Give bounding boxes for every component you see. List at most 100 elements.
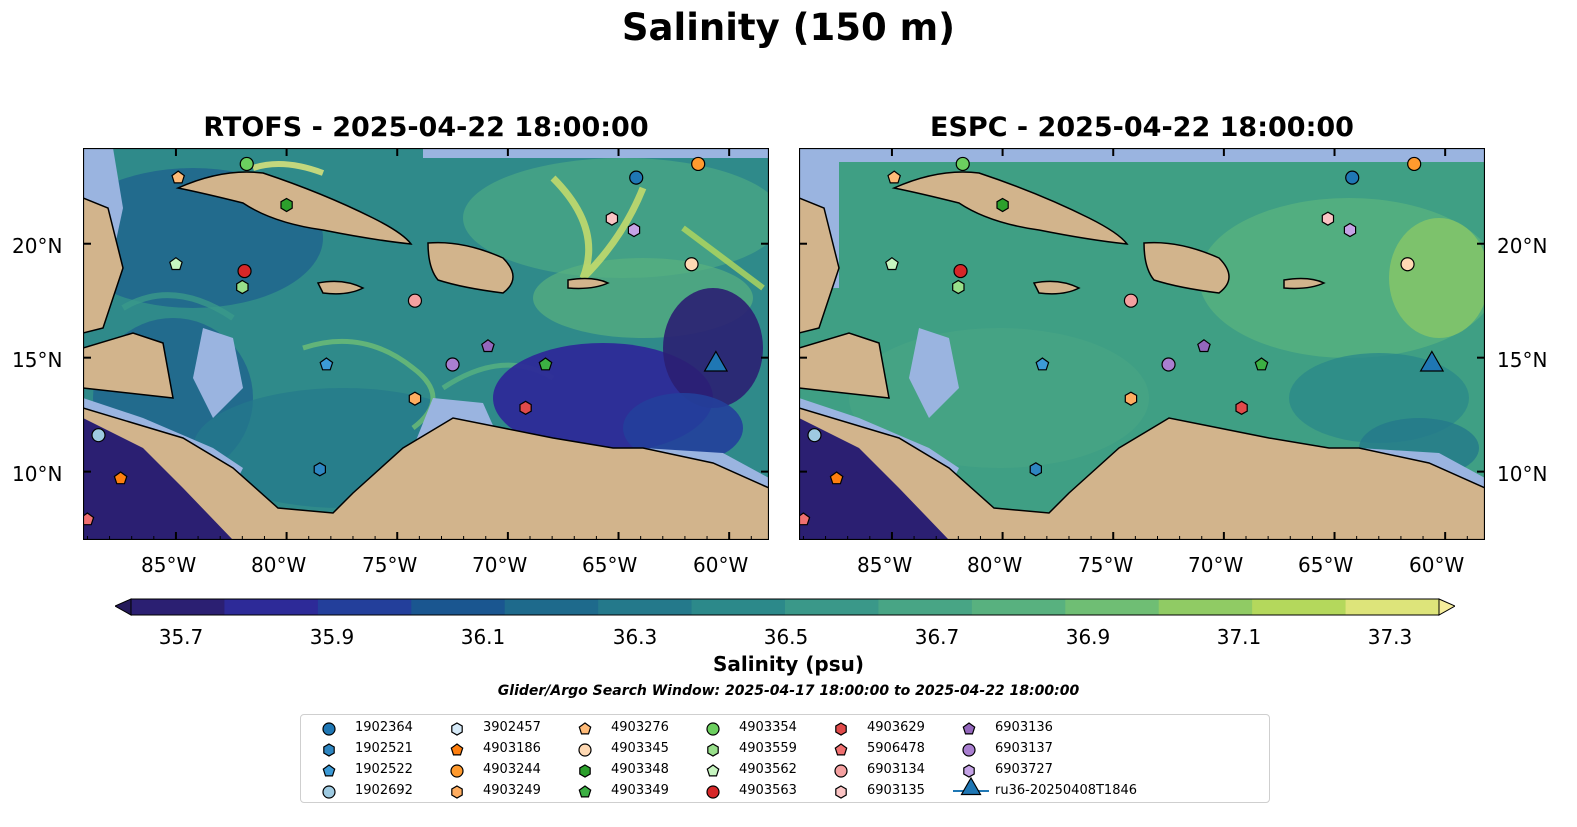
legend-marker-pentagon — [322, 764, 336, 777]
rtofs-float-4903244[interactable] — [691, 156, 706, 172]
espc-float-1902364[interactable] — [1345, 170, 1360, 185]
rtofs-float-4903629[interactable] — [519, 400, 532, 415]
colorbar-segment — [411, 599, 506, 615]
colorbar-tick-35-7: 35.7 — [158, 625, 204, 649]
colorbar-segment — [1065, 599, 1160, 615]
rtofs-float-4903345[interactable] — [684, 257, 699, 272]
espc-float-1902522[interactable] — [1035, 357, 1050, 371]
rtofs-salinity-map[interactable] — [83, 148, 769, 540]
lon-label-70w-left: 70°W — [472, 553, 528, 577]
rtofs-float-6903134[interactable] — [407, 293, 423, 308]
rtofs-float-4903349[interactable] — [538, 357, 553, 371]
espc-float-1902692[interactable] — [807, 428, 822, 443]
rtofs-float-6903136[interactable] — [481, 339, 495, 353]
rtofs-float-4903354[interactable] — [239, 156, 254, 172]
colorbar-tick-36-1: 36.1 — [460, 625, 506, 649]
espc-float-4903345[interactable] — [1400, 257, 1415, 272]
colorbar-segment — [1345, 599, 1440, 615]
espc-float-4903249[interactable] — [1124, 391, 1138, 406]
lon-label-85w-left: 85°W — [141, 553, 197, 577]
legend-label: 4903354 — [739, 720, 797, 735]
espc-land — [799, 171, 1485, 540]
espc-float-4903349[interactable] — [1254, 357, 1269, 371]
legend-label: 1902521 — [355, 741, 413, 756]
colorbar-label: Salinity (psu) — [712, 652, 864, 676]
legend-marker-circle — [322, 785, 336, 799]
rtofs-float-6903137[interactable] — [445, 357, 460, 372]
lon-label-65w-left: 65°W — [582, 553, 638, 577]
espc-float-4903629[interactable] — [1235, 400, 1248, 415]
lat-label-10n-right: 10°N — [1497, 462, 1548, 486]
espc-float-5906478[interactable] — [799, 512, 811, 526]
legend-marker-hexagon — [579, 764, 591, 778]
legend-label: 1902692 — [355, 783, 413, 798]
legend-label: 6903134 — [867, 762, 925, 777]
rtofs-float-6903135[interactable] — [605, 211, 619, 226]
legend-label: ru36-20250408T1846 — [995, 783, 1138, 798]
colorbar-tick-36-9: 36.9 — [1065, 625, 1111, 649]
espc-float-1902521[interactable] — [1029, 462, 1042, 477]
espc-float-4903348[interactable] — [996, 197, 1009, 213]
espc-float-6903137[interactable] — [1161, 357, 1176, 372]
rtofs-float-4903562[interactable] — [169, 256, 183, 271]
espc-float-6903136[interactable] — [1197, 339, 1211, 353]
colorbar-tick-37-1: 37.1 — [1216, 625, 1262, 649]
rtofs-float-1902522[interactable] — [319, 357, 334, 371]
lon-label-80w-right: 80°W — [967, 553, 1023, 577]
espc-float-6903727[interactable] — [1343, 222, 1357, 238]
rtofs-pacific-ocean — [83, 418, 233, 540]
colorbar-segment — [691, 599, 786, 615]
rtofs-float-1902364[interactable] — [629, 170, 644, 185]
rtofs-float-1902692[interactable] — [91, 428, 106, 443]
espc-float-4903354[interactable] — [955, 156, 970, 172]
rtofs-float-4903186[interactable] — [113, 471, 128, 485]
rtofs-float-4903348[interactable] — [280, 197, 293, 213]
rtofs-float-4903276[interactable] — [171, 170, 186, 184]
espc-float-6903134[interactable] — [1123, 293, 1139, 308]
espc-float-4903276[interactable] — [887, 170, 902, 184]
colorbar-segment — [131, 599, 225, 615]
legend-marker-hexagon — [835, 785, 847, 799]
espc-float-markers[interactable] — [799, 156, 1485, 526]
espc-float-4903562[interactable] — [885, 256, 899, 271]
colorbar-tick-35-9: 35.9 — [309, 625, 355, 649]
legend-label: 4903563 — [739, 783, 797, 798]
rtofs-float-4903249[interactable] — [408, 391, 422, 406]
legend-label: 4903629 — [867, 720, 925, 735]
espc-float-4903563[interactable] — [953, 263, 968, 279]
rtofs-float-markers[interactable] — [83, 156, 769, 526]
lat-label-20n-left: 20°N — [12, 234, 63, 258]
espc-map-frame — [799, 148, 1485, 540]
rtofs-float-4903563[interactable] — [237, 263, 252, 279]
rtofs-float-4903559[interactable] — [236, 279, 249, 295]
rtofs-float-ru36-20250408T1846[interactable] — [703, 350, 729, 372]
legend-marker-pentagon — [962, 722, 976, 735]
legend-marker-pentagon — [834, 743, 848, 756]
colorbar-segment — [1252, 599, 1347, 615]
espc-map-ticks — [799, 148, 1485, 540]
espc-float-4903559[interactable] — [952, 279, 965, 295]
legend-label: 4903348 — [611, 762, 669, 777]
legend-label: 1902522 — [355, 762, 413, 777]
colorbar-under-extension — [115, 598, 132, 616]
espc-salinity-map[interactable] — [799, 148, 1485, 540]
rtofs-float-6903727[interactable] — [627, 222, 641, 238]
colorbar-frame — [130, 598, 1440, 616]
lon-label-65w-right: 65°W — [1298, 553, 1354, 577]
espc-float-6903135[interactable] — [1321, 211, 1335, 226]
espc-float-ru36-20250408T1846[interactable] — [1419, 350, 1445, 372]
rtofs-float-5906478[interactable] — [83, 512, 95, 526]
search-window-caption: Glider/Argo Search Window: 2025-04-17 18… — [497, 683, 1080, 699]
figure-title: Salinity (150 m) — [621, 6, 956, 49]
lat-label-10n-left: 10°N — [12, 462, 63, 486]
espc-float-4903244[interactable] — [1407, 156, 1422, 172]
legend-label: 4903345 — [611, 741, 669, 756]
colorbar-segment — [598, 599, 693, 615]
espc-float-4903186[interactable] — [829, 471, 844, 485]
legend-marker-hexagon — [323, 743, 335, 757]
rtofs-float-1902521[interactable] — [313, 462, 326, 477]
legend-marker-circle — [962, 743, 976, 757]
lon-label-60w-left: 60°W — [693, 553, 749, 577]
legend-label: 6903135 — [867, 783, 925, 798]
legend-label: 3902457 — [483, 720, 541, 735]
